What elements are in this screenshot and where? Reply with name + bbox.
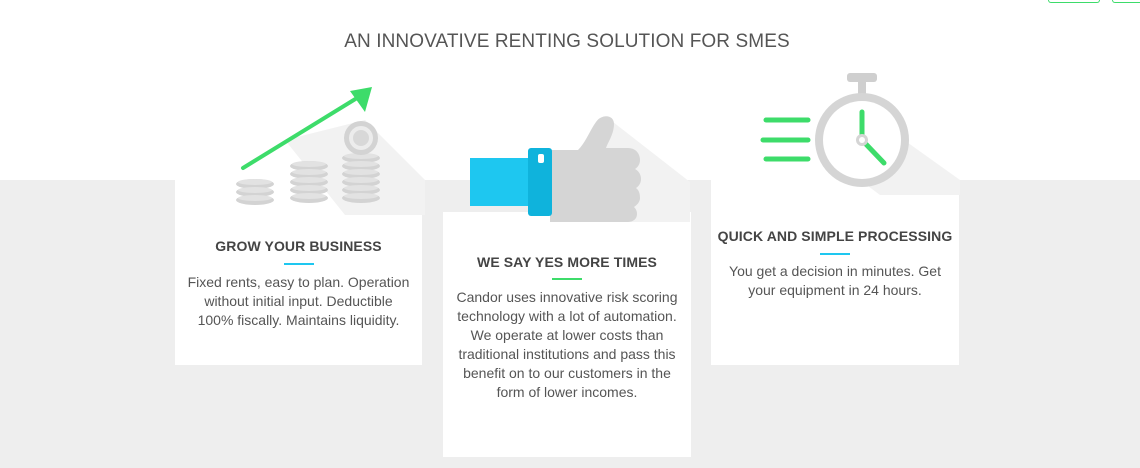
stopwatch-icon — [760, 73, 960, 195]
header-button-partial[interactable] — [1048, 0, 1100, 3]
feature-description: Fixed rents, easy to plan. Operation wit… — [187, 274, 410, 328]
feature-card-quick: QUICK AND SIMPLE PROCESSING You get a de… — [711, 180, 959, 365]
feature-card-yes: WE SAY YES MORE TIMES Candor uses innova… — [443, 212, 691, 457]
feature-title: GROW YOUR BUSINESS — [215, 238, 382, 254]
feature-description: You get a decision in minutes. Get your … — [729, 263, 941, 298]
title-underline — [552, 278, 582, 280]
thumbs-up-icon — [470, 116, 690, 222]
growth-coins-icon — [236, 87, 425, 215]
title-underline — [283, 263, 314, 265]
feature-title: WE SAY YES MORE TIMES — [477, 254, 657, 270]
header-button-partial-2[interactable] — [1112, 0, 1140, 3]
title-underline — [820, 253, 850, 255]
feature-description: Candor uses innovative risk scoring tech… — [456, 289, 678, 400]
feature-title: QUICK AND SIMPLE PROCESSING — [717, 228, 953, 244]
section-title: AN INNOVATIVE RENTING SOLUTION FOR SMES — [344, 31, 790, 52]
